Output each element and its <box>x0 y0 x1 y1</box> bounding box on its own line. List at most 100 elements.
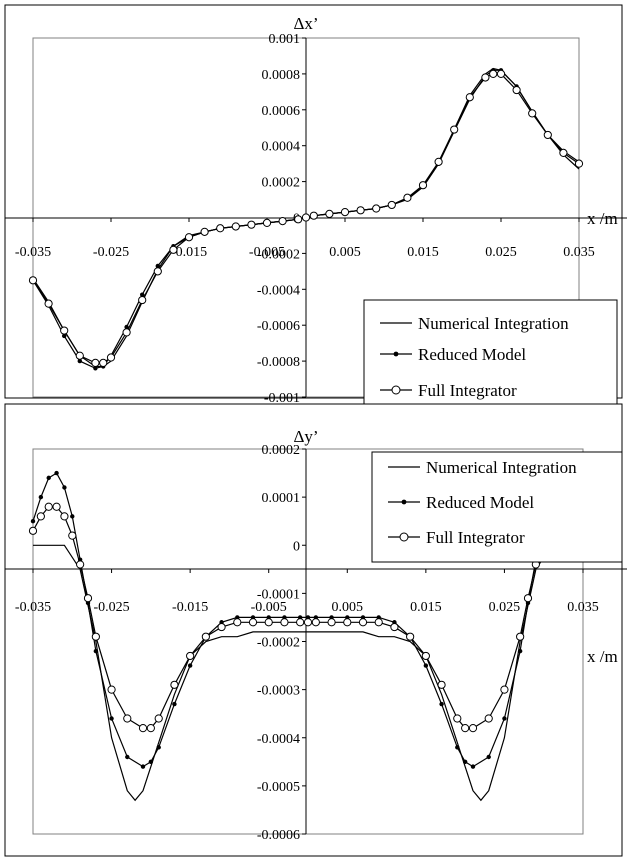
data-point <box>28 276 38 285</box>
data-point <box>470 764 476 769</box>
x-tick-label: -0.015 <box>172 600 208 615</box>
data-point <box>484 714 493 723</box>
data-point <box>406 632 415 641</box>
data-point <box>201 632 210 641</box>
y-tick-label: 0.0006 <box>262 104 301 119</box>
y-tick-label: 0.0008 <box>262 68 301 83</box>
data-point <box>186 651 195 661</box>
legend-marker <box>401 499 407 505</box>
data-point <box>187 663 193 668</box>
data-point <box>140 292 145 297</box>
x-tick-label: 0.005 <box>332 600 364 615</box>
y-tick-label: -0.0003 <box>257 684 300 699</box>
legend-box <box>371 451 623 563</box>
data-point <box>170 680 179 689</box>
data-point <box>106 353 116 362</box>
y-tick-label: 0.0002 <box>262 176 301 191</box>
x-tick-label: 0.035 <box>567 600 599 615</box>
data-point <box>327 618 336 627</box>
data-point <box>372 204 381 213</box>
data-point <box>500 685 509 694</box>
legend: Numerical Integration Reduced Model Full I… <box>371 451 623 563</box>
legend-label: Numerical Integration <box>426 458 577 477</box>
y-tick-label: -0.001 <box>264 391 300 406</box>
legend-marker <box>399 532 409 542</box>
x-tick-label: -0.025 <box>93 600 129 615</box>
data-point <box>70 514 75 519</box>
data-point <box>481 73 490 82</box>
y-tick-label: -0.0005 <box>257 780 300 795</box>
legend-label: Reduced Model <box>426 493 534 512</box>
x-tick-label: -0.005 <box>249 245 285 260</box>
data-point <box>91 358 100 367</box>
data-point <box>248 618 258 627</box>
data-point <box>76 560 85 569</box>
data-point <box>60 512 69 521</box>
data-point <box>450 125 459 134</box>
x-tick-label: 0.025 <box>489 600 521 615</box>
y-tick-label: 0.0002 <box>262 443 301 458</box>
data-point <box>343 618 352 627</box>
y-tick-label: -0.0002 <box>257 636 300 651</box>
data-point <box>303 618 313 627</box>
legend-box <box>363 299 618 411</box>
data-point <box>184 233 194 242</box>
y-tick-label: -0.0002 <box>257 247 300 262</box>
data-point <box>30 518 36 524</box>
data-point <box>109 716 114 721</box>
data-point <box>296 618 305 627</box>
data-point <box>390 622 399 632</box>
data-point <box>574 159 584 168</box>
data-point <box>543 130 552 140</box>
data-point <box>489 69 498 79</box>
data-point <box>138 724 148 733</box>
data-point <box>91 632 100 641</box>
data-point <box>148 759 154 765</box>
data-point <box>153 267 162 276</box>
y-axis-title: Δx’ <box>293 14 318 33</box>
x-tick-label: 0.015 <box>407 245 439 260</box>
data-point <box>38 494 44 500</box>
data-point <box>169 245 178 254</box>
x-tick-label: -0.035 <box>15 600 51 615</box>
data-point <box>523 594 533 603</box>
y-tick-label: -0.0004 <box>257 283 300 298</box>
legend-label: Full Integrator <box>426 528 525 547</box>
series-3 <box>28 69 584 367</box>
data-point <box>172 701 177 707</box>
data-point <box>75 351 84 360</box>
data-point <box>496 69 506 79</box>
data-point <box>46 475 51 481</box>
data-point <box>280 618 289 627</box>
data-point <box>140 764 146 769</box>
data-point <box>93 366 98 371</box>
data-point <box>62 485 67 490</box>
x-tick-label: 0.015 <box>410 600 442 615</box>
data-point <box>54 470 59 476</box>
data-point <box>325 209 334 219</box>
y-tick-label: -0.0006 <box>257 319 300 334</box>
x-tick-label: 0.025 <box>485 245 517 260</box>
y-axis-title: Δy’ <box>293 427 318 446</box>
data-point <box>68 531 77 540</box>
y-tick-label: 0.0001 <box>262 491 301 506</box>
y-tick-label: -0.0008 <box>257 355 300 370</box>
series-3 <box>28 502 588 733</box>
x-tick-label: -0.035 <box>15 245 51 260</box>
data-point <box>453 714 462 723</box>
x-tick-label: 0.035 <box>563 245 595 260</box>
data-point <box>462 759 468 765</box>
chart-panel-2: 0.0002 0.0001 0 -0.0001 -0.0002 -0.0003 -0.000… <box>4 403 627 857</box>
data-point <box>122 328 131 337</box>
legend-label: Reduced Model <box>418 345 526 364</box>
data-point <box>28 526 38 535</box>
data-point <box>559 148 568 157</box>
data-point <box>124 324 129 330</box>
x-tick-label: 0.005 <box>329 245 361 260</box>
data-point <box>99 358 108 367</box>
data-point <box>439 701 444 707</box>
data-point <box>356 206 365 215</box>
y-tick-label: 0.001 <box>269 32 301 47</box>
data-point <box>60 326 69 335</box>
legend-label: Full Integrator <box>418 381 517 400</box>
